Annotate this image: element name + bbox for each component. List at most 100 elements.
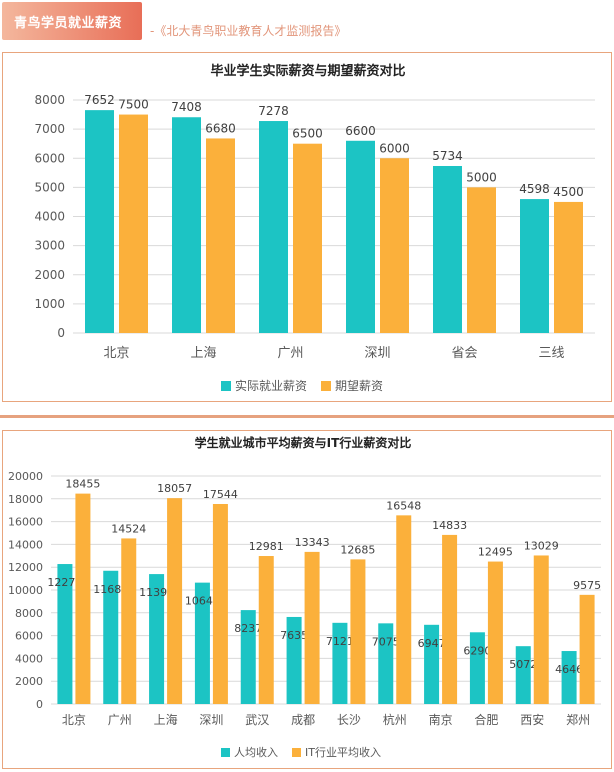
data-label: 9575 bbox=[573, 579, 601, 592]
section-header: 青鸟学员就业薪资 -《北大青鸟职业教育人才监测报告》 bbox=[0, 0, 614, 46]
data-label: 4646 bbox=[555, 663, 583, 676]
bar-series1 bbox=[520, 199, 549, 333]
y-tick-label: 8000 bbox=[15, 607, 43, 620]
bar-series2 bbox=[533, 555, 549, 704]
bar-series1 bbox=[378, 623, 394, 704]
y-tick-label: 0 bbox=[57, 326, 65, 340]
bar-series1 bbox=[194, 582, 210, 704]
chart-city-vs-it: 学生就业城市平均薪资与IT行业薪资对比 0 2000 4000 6000 8000 1000… bbox=[8, 435, 601, 759]
bar-series1 bbox=[240, 610, 256, 704]
data-label: 7278 bbox=[258, 104, 289, 118]
data-label: 5000 bbox=[466, 170, 497, 184]
data-label: 11687 bbox=[93, 583, 128, 596]
bar-series2 bbox=[206, 138, 235, 333]
data-label: 5734 bbox=[432, 149, 463, 163]
y-tick-label: 0 bbox=[36, 698, 43, 711]
y-tick-label: 14000 bbox=[8, 538, 43, 551]
y-tick-label: 2000 bbox=[34, 268, 65, 282]
data-label: 10646 bbox=[185, 595, 220, 608]
x-tick-label: 广州 bbox=[108, 713, 132, 727]
x-tick-label: 合肥 bbox=[474, 712, 498, 727]
x-tick-label: 广州 bbox=[277, 346, 303, 361]
data-label: 7121 bbox=[326, 635, 354, 648]
legend-label: 实际就业薪资 bbox=[235, 378, 307, 393]
x-tick-label: 杭州 bbox=[383, 712, 407, 727]
x-tick-label: 省会 bbox=[451, 346, 477, 361]
data-label: 7652 bbox=[84, 93, 115, 107]
x-tick-label: 上海 bbox=[154, 712, 178, 727]
data-label: 7408 bbox=[171, 100, 202, 114]
bar-series2 bbox=[442, 534, 458, 704]
bar-series2 bbox=[75, 493, 91, 704]
y-tick-label: 1000 bbox=[34, 297, 65, 311]
chart-panel-city-vs-it: 学生就业城市平均薪资与IT行业薪资对比 0 2000 4000 6000 8000 1000… bbox=[2, 430, 612, 769]
bar-series2 bbox=[167, 498, 183, 704]
data-label: 12685 bbox=[340, 543, 375, 556]
bar-series1 bbox=[424, 624, 440, 704]
data-label: 4598 bbox=[519, 182, 550, 196]
y-tick-label: 6000 bbox=[34, 151, 65, 165]
bar-series2 bbox=[579, 594, 595, 704]
data-label: 13343 bbox=[295, 536, 330, 549]
chart-title: 学生就业城市平均薪资与IT行业薪资对比 bbox=[195, 435, 412, 450]
x-tick-label: 南京 bbox=[429, 712, 453, 727]
bar-series1 bbox=[433, 165, 462, 333]
data-label: 6290 bbox=[463, 644, 491, 657]
data-label: 12981 bbox=[249, 540, 284, 553]
bar-series2 bbox=[212, 503, 228, 704]
chart-expected-vs-actual: 毕业学生实际薪资与期望薪资对比 0 1000 2000 3000 4000 5000 6000… bbox=[34, 63, 595, 393]
legend-swatch bbox=[321, 381, 331, 391]
bar-series1 bbox=[561, 651, 577, 704]
bar-series1 bbox=[515, 646, 531, 704]
data-label: 6500 bbox=[292, 127, 323, 141]
x-tick-label: 上海 bbox=[190, 346, 216, 361]
y-tick-label: 4000 bbox=[34, 210, 65, 224]
y-tick-label: 3000 bbox=[34, 239, 65, 253]
legend-label: IT行业平均收入 bbox=[305, 745, 381, 759]
data-label: 18057 bbox=[157, 482, 192, 495]
y-tick-label: 5000 bbox=[34, 180, 65, 194]
y-tick-label: 20000 bbox=[8, 470, 43, 483]
chart-panel-expected-vs-actual: 毕业学生实际薪资与期望薪资对比 0 1000 2000 3000 4000 5000 6000… bbox=[2, 52, 612, 402]
x-tick-label: 郑州 bbox=[566, 712, 590, 727]
y-tick-label: 6000 bbox=[15, 630, 43, 643]
bar-series2 bbox=[304, 551, 320, 704]
y-tick-label: 16000 bbox=[8, 516, 43, 529]
data-label: 7635 bbox=[280, 629, 308, 642]
x-tick-label: 深圳 bbox=[364, 346, 390, 361]
bar-series1 bbox=[346, 140, 375, 333]
x-tick-label: 深圳 bbox=[199, 713, 223, 727]
data-label: 5072 bbox=[509, 658, 537, 671]
section-divider bbox=[0, 415, 614, 418]
data-label: 4500 bbox=[553, 185, 584, 199]
legend-label: 期望薪资 bbox=[335, 379, 383, 393]
data-label: 7075 bbox=[372, 635, 400, 648]
data-label: 12277 bbox=[47, 576, 82, 589]
legend-swatch bbox=[221, 381, 231, 391]
x-tick-label: 三线 bbox=[538, 346, 564, 361]
x-tick-label: 武汉 bbox=[245, 713, 269, 727]
x-tick-label: 长沙 bbox=[337, 713, 361, 727]
legend-swatch bbox=[292, 748, 301, 757]
chart-title: 毕业学生实际薪资与期望薪资对比 bbox=[210, 63, 405, 79]
data-label: 14833 bbox=[432, 519, 467, 532]
data-label: 12495 bbox=[478, 546, 513, 559]
source-caption: -《北大青鸟职业教育人才监测报告》 bbox=[150, 24, 347, 38]
bar-series1 bbox=[57, 564, 73, 704]
bar-series2 bbox=[350, 559, 366, 704]
data-label: 18455 bbox=[65, 478, 100, 491]
y-tick-label: 12000 bbox=[8, 561, 43, 574]
x-tick-label: 北京 bbox=[62, 713, 86, 727]
bar-series1 bbox=[469, 632, 485, 704]
bar-series2 bbox=[121, 538, 137, 704]
data-label: 14524 bbox=[111, 522, 146, 535]
bar-series1 bbox=[332, 622, 348, 704]
y-tick-label: 10000 bbox=[8, 584, 43, 597]
bar-series2 bbox=[293, 143, 322, 333]
legend-swatch bbox=[221, 748, 230, 757]
bar-series2 bbox=[380, 158, 409, 333]
section-badge-label: 青鸟学员就业薪资 bbox=[14, 16, 123, 31]
bar-series2 bbox=[396, 515, 412, 704]
x-tick-label: 西安 bbox=[520, 712, 544, 727]
bar-series2 bbox=[119, 114, 148, 333]
